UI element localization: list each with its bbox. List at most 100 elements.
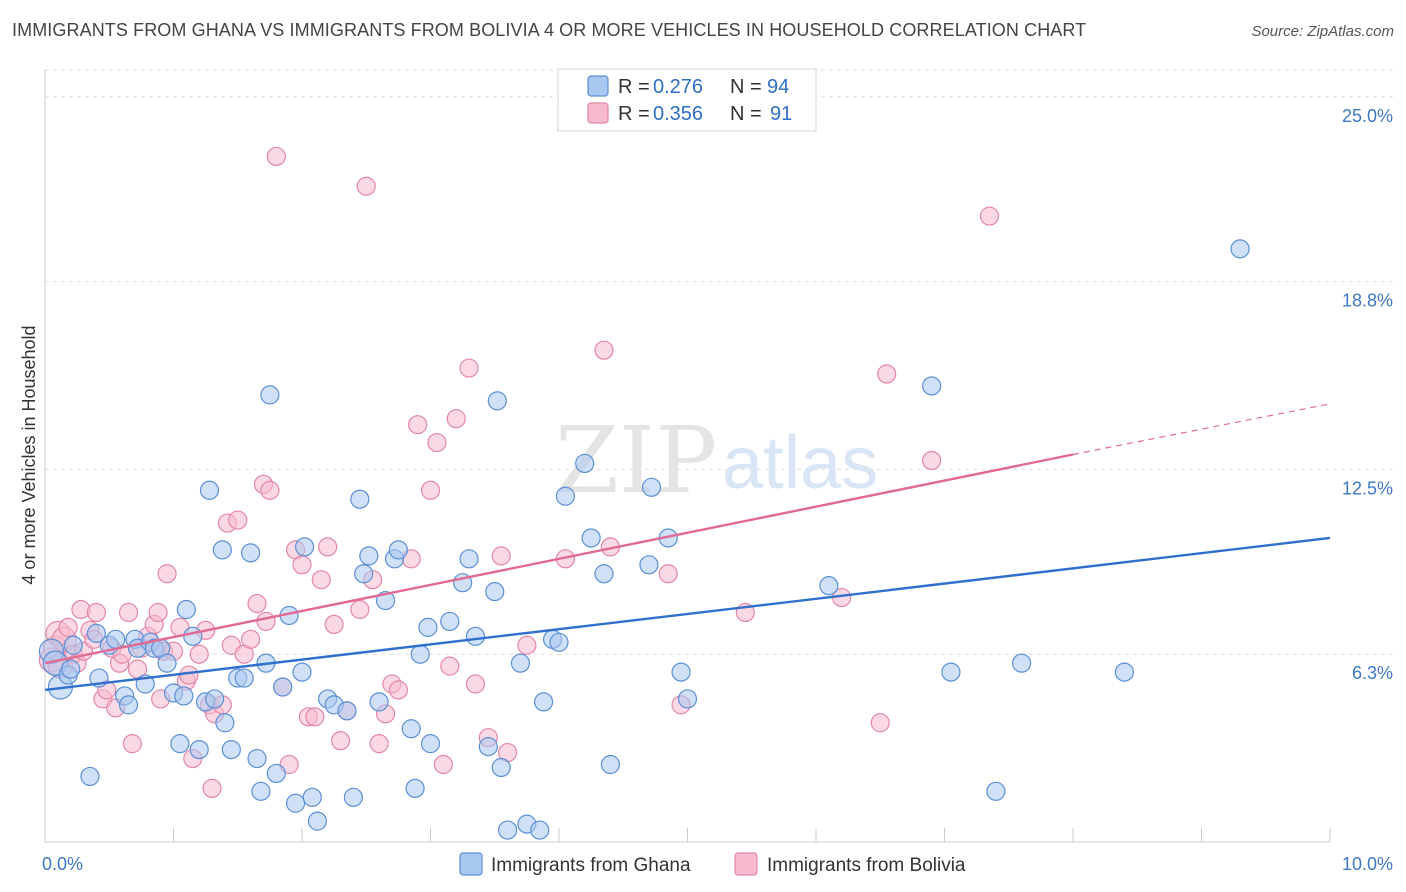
data-point-ghana [465,626,486,646]
data-point-ghana [118,695,139,715]
data-point-bolivia [594,340,614,360]
data-point-ghana [677,689,698,709]
chart-title: IMMIGRANTS FROM GHANA VS IMMIGRANTS FROM… [12,20,1087,40]
legend-swatch-ghana [587,75,609,97]
series-legend-label-bolivia: Immigrants from Bolivia [767,855,966,876]
y-tick-label: 12.5% [1342,478,1393,498]
data-point-bolivia [658,564,678,584]
data-point-bolivia [465,674,486,694]
legend: R = 0.276 N = 94 R = 0.356 N = 91 [557,68,817,132]
data-point-ghana [343,787,363,807]
x-tick-label-max: 10.0% [1342,854,1393,874]
data-point-ghana [273,677,293,697]
data-point-ghana [266,763,286,784]
data-point-bolivia [260,480,280,500]
data-point-bolivia [517,635,537,655]
data-point-ghana [1011,653,1032,673]
data-point-ghana [487,391,507,411]
legend-r-value-ghana: 0.276 [653,76,703,98]
data-point-ghana [260,385,280,405]
data-point-ghana [205,689,225,709]
legend-n-label-bolivia: N = [730,103,762,125]
legend-r-label-bolivia: R = [618,103,650,125]
data-point-ghana [247,748,267,769]
data-point-bolivia [305,707,325,727]
data-point-bolivia [202,778,222,798]
data-point-ghana [302,787,322,807]
data-point-ghana [307,811,328,831]
data-point-ghana [212,540,232,560]
data-point-ghana [459,549,479,569]
data-point-ghana [354,564,374,584]
data-point-ghana [106,629,126,649]
data-point-ghana [350,489,370,509]
data-point-ghana [1230,239,1250,259]
axes [44,70,1331,843]
legend-n-label-ghana: N = [730,76,762,98]
data-point-bolivia [241,629,261,649]
series-legend: Immigrants from Ghana Immigrants from Bo… [459,852,966,876]
data-point-ghana [176,599,196,620]
legend-swatch-bolivia [587,102,609,124]
data-point-ghana [215,713,235,733]
data-point-bolivia [350,599,370,620]
data-point-bolivia [179,665,199,685]
data-point-ghana [199,480,220,500]
data-point-ghana [410,644,430,664]
data-point-bolivia [427,432,447,453]
x-tick-labels: 0.0% 10.0% [42,854,1393,874]
data-point-ghana [157,653,177,673]
data-point-ghana [234,668,254,688]
data-point-ghana [80,766,100,787]
chart-source: Source: ZipAtlas.com [1251,23,1394,40]
data-point-ghana [61,659,81,679]
legend-r-label-ghana: R = [618,76,650,98]
trend-line-extension-bolivia [1072,403,1331,456]
legend-n-value-ghana: 94 [767,76,789,98]
data-point-ghana [251,781,271,801]
data-point-ghana [241,543,261,563]
data-point-bolivia [148,602,168,623]
data-point-ghana [174,686,194,706]
data-point-bolivia [189,644,209,664]
data-point-ghana [189,739,209,760]
legend-n-value-bolivia: 91 [770,103,792,125]
data-point-ghana [221,739,241,760]
data-point-ghana [440,611,460,632]
data-point-bolivia [292,555,312,575]
data-point-ghana [600,754,621,775]
data-point-ghana [418,617,438,637]
data-point-bolivia [356,176,376,196]
data-point-bolivia [877,364,897,384]
data-point-ghana [1114,662,1135,682]
data-point-ghana [369,692,389,712]
data-point-ghana [183,626,203,646]
data-point-bolivia [324,614,344,635]
data-point-ghana [401,719,421,739]
data-point-ghana [491,757,511,778]
legend-r-value-bolivia: 0.356 [653,103,703,125]
trend-line-bolivia [44,453,1074,665]
data-point-ghana [292,662,312,682]
data-point-bolivia [122,734,142,754]
data-point-bolivia [446,409,466,429]
data-point-ghana [420,734,441,754]
series-legend-swatch-bolivia [734,852,758,876]
series-ghana-points [38,239,1250,840]
data-point-ghana [549,632,569,652]
data-point-ghana [819,576,839,596]
y-tick-labels: 6.3% 12.5% 18.8% 25.0% [1342,106,1393,683]
data-point-ghana [485,582,505,602]
data-point-ghana [388,540,408,560]
data-point-bolivia [408,415,428,435]
data-point-ghana [63,635,83,655]
data-point-bolivia [86,602,107,623]
data-point-bolivia [58,617,78,637]
data-point-bolivia [247,593,267,614]
y-tick-label: 25.0% [1342,106,1393,126]
data-point-ghana [530,820,550,840]
data-point-bolivia [433,754,453,775]
data-point-bolivia [266,146,286,167]
data-point-bolivia [256,611,276,632]
